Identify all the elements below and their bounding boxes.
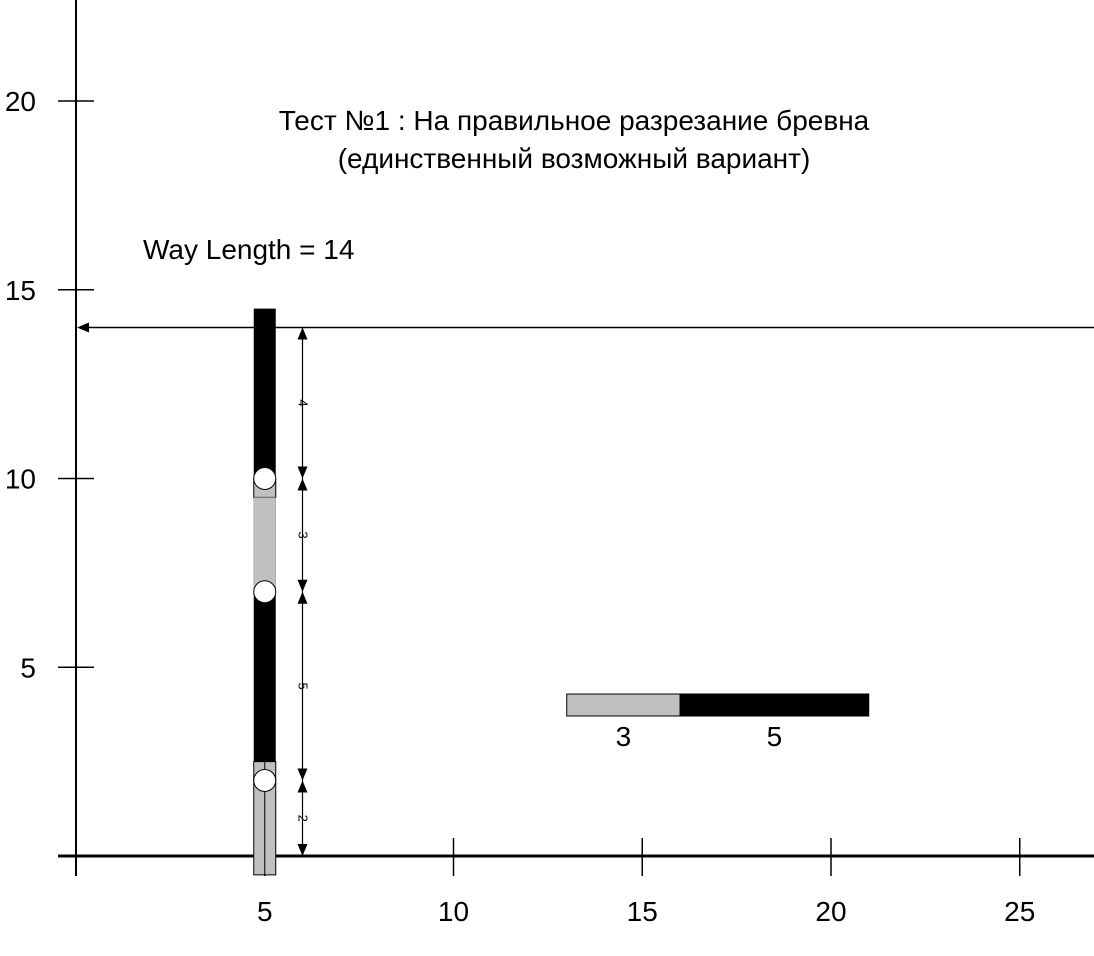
x-tick-label-10: 10	[438, 896, 469, 927]
cut-point-10	[253, 467, 277, 490]
title-line-1: Тест №1 : На правильное разрезание бревн…	[279, 105, 870, 136]
dimension-arrow-up-1	[297, 780, 308, 793]
cut-point-2	[253, 769, 277, 792]
y-tick-label-10: 10	[5, 464, 36, 495]
way-length-arrowhead	[77, 322, 89, 333]
dimension-label-3: 3	[296, 532, 311, 539]
title-line-2: (единственный возможный вариант)	[338, 143, 811, 174]
dimension-label-1: 2	[296, 815, 311, 822]
legend-piece-1	[566, 693, 681, 717]
legend-piece-2	[679, 693, 870, 717]
dimension-arrow-up-2	[297, 591, 308, 604]
y-tick-label-15: 15	[5, 275, 36, 306]
y-tick-label-5: 5	[20, 652, 36, 683]
legend-label-2: 5	[767, 721, 783, 752]
legend-label-1: 3	[616, 721, 632, 752]
dimension-arrow-down-4	[297, 466, 308, 479]
x-tick-label-15: 15	[627, 896, 658, 927]
y-tick-label-20: 20	[5, 86, 36, 117]
way-length-label: Way Length = 14	[143, 234, 354, 265]
dimension-label-2: 5	[296, 683, 311, 690]
dimension-label-4: 4	[296, 399, 311, 406]
dimension-arrow-down-1	[297, 844, 308, 856]
log-segment-light-inner	[253, 497, 276, 592]
dimension-arrow-down-3	[297, 579, 308, 592]
x-tick-label-25: 25	[1004, 896, 1035, 927]
dimension-arrow-up-3	[297, 478, 308, 491]
dimension-arrow-down-2	[297, 768, 308, 781]
x-tick-label-5: 5	[257, 896, 273, 927]
x-tick-label-20: 20	[815, 896, 846, 927]
cut-point-7	[253, 580, 277, 604]
log-segment-4	[253, 308, 276, 479]
dimension-arrow-up-4	[297, 327, 308, 340]
